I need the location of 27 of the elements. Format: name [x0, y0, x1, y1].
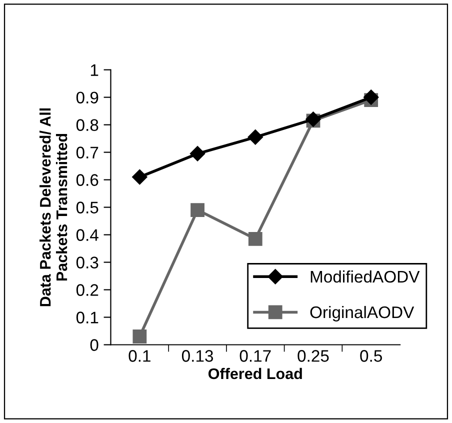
y-tick-label: 0.3 [76, 256, 98, 268]
x-tick-label: 0.5 [360, 350, 382, 362]
y-tick-label: 0.6 [76, 174, 98, 186]
y-tick-label: 0.9 [76, 92, 98, 104]
x-tick-label: 0.17 [240, 350, 271, 362]
y-tick-label: 0.2 [76, 284, 98, 296]
x-tick-label: 0.13 [182, 350, 214, 362]
y-tick-label: 0.7 [76, 146, 98, 158]
legend-label: ModifiedAODV [310, 270, 420, 283]
y-axis-title: Data Packets Delevered/ All Packets Transmitted [40, 108, 68, 306]
x-tick-label: 0.25 [298, 350, 329, 362]
point [190, 203, 204, 217]
x-axis-title: Offered Load [208, 368, 302, 380]
y-tick-label: 1 [90, 64, 98, 76]
point [132, 169, 148, 185]
y-tick-label: 0.4 [76, 229, 98, 241]
point [248, 232, 262, 246]
legend-label: OriginalAODV [310, 306, 414, 322]
y-tick-label: 0.1 [76, 312, 98, 324]
y-tick-label: 0 [90, 339, 98, 351]
x-tick-label: 0.1 [128, 350, 150, 362]
point [364, 90, 379, 105]
y-tick-label: 0.5 [76, 202, 98, 214]
point [132, 330, 147, 344]
y-tick-label: 0.8 [76, 119, 98, 131]
point [190, 146, 206, 162]
point [248, 130, 263, 145]
